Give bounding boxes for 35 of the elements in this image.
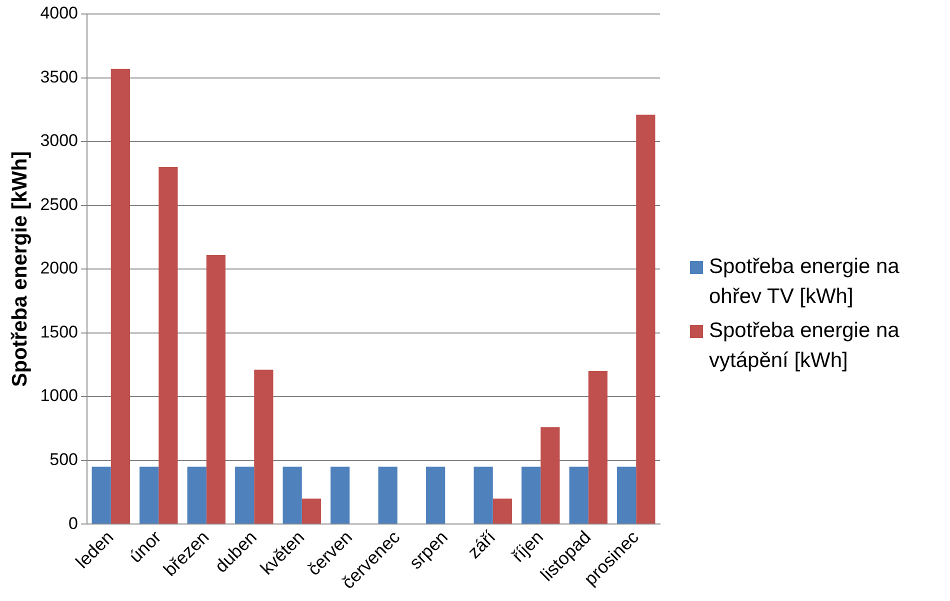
y-tick-label: 500 (50, 450, 78, 470)
x-tick-label: únor (125, 526, 165, 567)
y-tick-label: 4000 (40, 4, 78, 23)
y-tick-label: 1000 (40, 386, 78, 406)
bar (158, 167, 178, 524)
bar (378, 466, 398, 524)
y-axis-title: Spotřeba energie [kWh] (8, 151, 32, 387)
y-tick-label: 3000 (40, 131, 78, 150)
y-tick-label: 3500 (40, 67, 78, 86)
bar (617, 466, 636, 524)
bar (569, 466, 588, 524)
bar (254, 370, 274, 524)
legend-label: Spotřeba energie na ohřev TV [kWh] (709, 254, 900, 310)
legend-label: Spotřeba energie na vytápění [kWh] (709, 318, 900, 374)
bar (110, 68, 130, 524)
bar (540, 427, 560, 524)
bar (206, 255, 226, 524)
y-tick-label: 2500 (40, 194, 78, 214)
bar (426, 466, 446, 524)
bar (522, 466, 541, 524)
y-tick-label: 0 (68, 514, 78, 533)
bar (187, 466, 206, 524)
bar (636, 114, 656, 524)
y-tick-label: 2000 (40, 258, 78, 278)
bar (282, 466, 302, 524)
bar (492, 498, 512, 524)
bar (330, 466, 350, 524)
y-tick-label: 1500 (40, 322, 78, 342)
bar (140, 466, 159, 524)
bar (92, 466, 111, 524)
bar (302, 498, 321, 524)
x-tick-label: září (464, 526, 500, 562)
bar (588, 371, 608, 524)
bar (235, 466, 254, 524)
bar (474, 466, 493, 524)
